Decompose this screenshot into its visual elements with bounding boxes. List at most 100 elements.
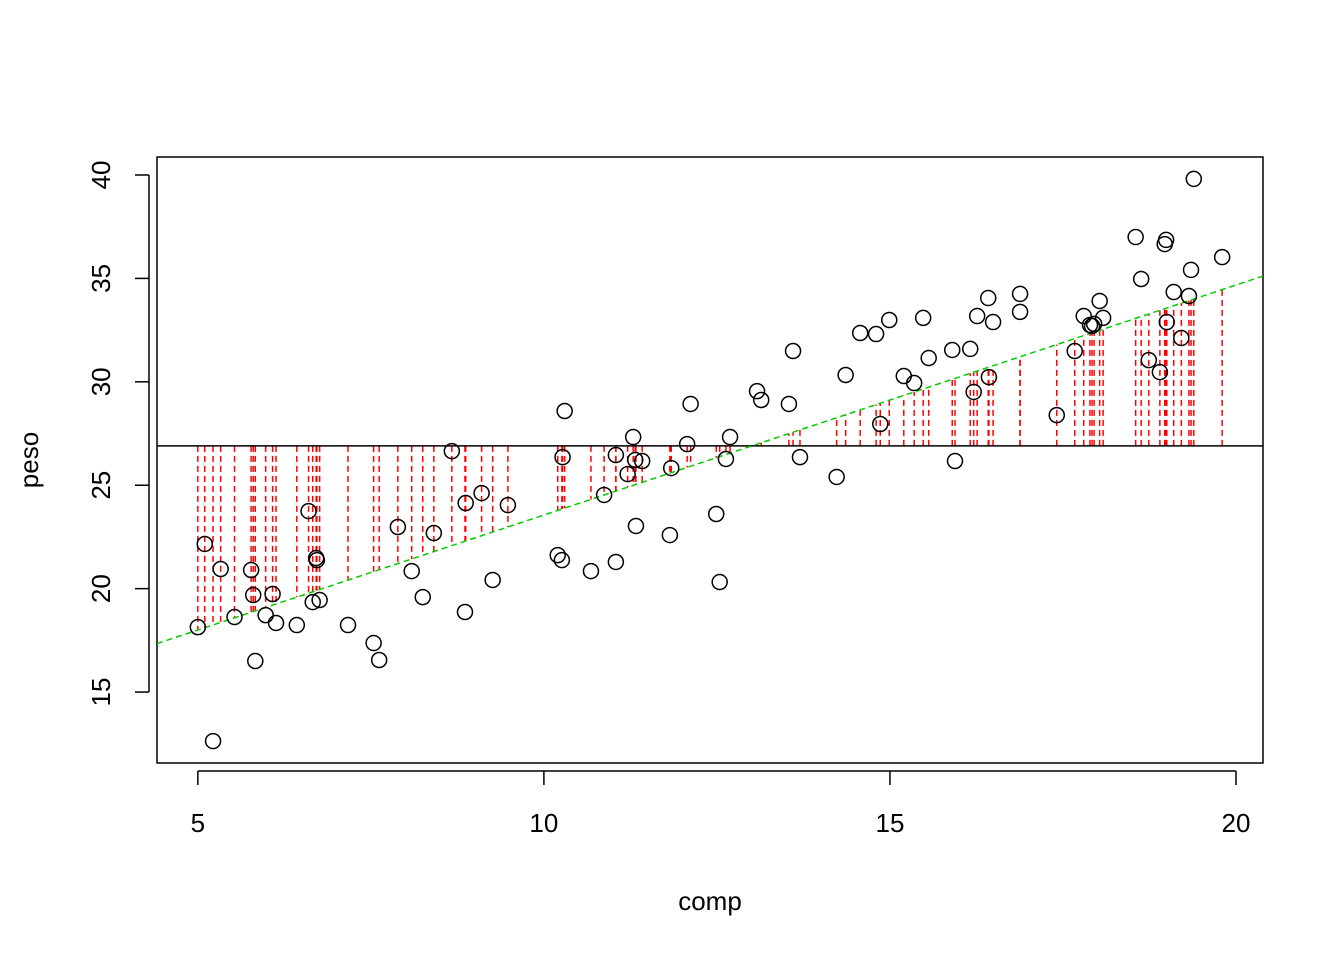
- point: [1075, 307, 1092, 325]
- point: [499, 496, 517, 514]
- x-axis-title: comp: [678, 886, 742, 916]
- point: [582, 562, 600, 580]
- y-tick-label: 15: [86, 678, 116, 707]
- point: [189, 618, 207, 636]
- point: [711, 573, 728, 591]
- point: [1213, 248, 1231, 266]
- point: [943, 341, 961, 359]
- point: [1127, 228, 1144, 246]
- point: [1157, 231, 1175, 249]
- point: [662, 459, 680, 477]
- point: [414, 588, 432, 606]
- point: [196, 535, 214, 553]
- point: [288, 616, 306, 634]
- point: [980, 368, 998, 386]
- point: [627, 451, 644, 469]
- point: [473, 484, 490, 502]
- point: [443, 442, 461, 460]
- point: [748, 382, 766, 400]
- y-tick-label: 40: [86, 161, 116, 190]
- point: [780, 395, 798, 413]
- point: [1011, 285, 1029, 303]
- point: [204, 732, 222, 750]
- point: [851, 324, 869, 342]
- y-tick-label: 35: [86, 264, 116, 293]
- point: [300, 502, 317, 520]
- y-tick-label: 25: [86, 471, 116, 500]
- point: [1182, 261, 1200, 279]
- point: [867, 325, 885, 343]
- point: [425, 524, 443, 542]
- point: [1185, 170, 1203, 188]
- point: [1085, 315, 1103, 333]
- point: [920, 349, 937, 367]
- point: [619, 465, 636, 483]
- regression-line: [157, 275, 1263, 645]
- point: [457, 494, 474, 512]
- point: [311, 591, 328, 609]
- point: [304, 593, 321, 611]
- point: [339, 616, 357, 634]
- point: [895, 367, 913, 385]
- y-tick-label: 20: [86, 574, 116, 603]
- point: [828, 468, 845, 486]
- point: [247, 652, 264, 670]
- point: [212, 560, 229, 578]
- point: [549, 546, 566, 564]
- point: [961, 340, 979, 358]
- point: [1094, 309, 1112, 327]
- point: [946, 452, 964, 470]
- point: [308, 551, 326, 569]
- point: [752, 391, 770, 409]
- point: [1180, 287, 1198, 305]
- point: [791, 448, 809, 466]
- point: [979, 289, 997, 307]
- point: [1066, 342, 1083, 360]
- point: [556, 402, 573, 420]
- point: [226, 608, 243, 626]
- point: [965, 383, 982, 401]
- point: [784, 342, 802, 360]
- point: [595, 486, 613, 504]
- point: [1091, 292, 1108, 310]
- point: [968, 307, 986, 325]
- x-tick-label: 15: [875, 808, 904, 838]
- point: [1165, 283, 1182, 301]
- point: [984, 313, 1002, 331]
- x-tick-label: 10: [529, 808, 558, 838]
- point: [633, 452, 651, 470]
- point: [905, 374, 923, 392]
- point: [707, 505, 725, 523]
- point: [1011, 303, 1029, 321]
- point: [1083, 317, 1101, 335]
- plot-box: [156, 156, 1264, 764]
- point: [365, 634, 382, 652]
- point: [554, 448, 571, 466]
- point: [389, 518, 407, 536]
- point: [721, 428, 739, 446]
- point: [837, 366, 854, 384]
- x-tick-label: 5: [191, 808, 205, 838]
- point: [484, 571, 501, 589]
- point: [264, 585, 281, 603]
- point: [456, 603, 474, 621]
- point: [553, 551, 571, 569]
- point: [717, 450, 735, 468]
- point: [607, 553, 625, 571]
- point: [627, 517, 645, 535]
- point: [1158, 313, 1176, 331]
- point: [242, 561, 260, 579]
- point: [607, 446, 625, 464]
- point: [914, 309, 932, 327]
- point: [370, 651, 388, 669]
- point: [267, 614, 285, 632]
- y-axis-title: peso: [14, 432, 44, 488]
- point: [244, 586, 262, 604]
- point: [1173, 329, 1190, 347]
- point: [682, 395, 699, 413]
- point: [678, 435, 696, 453]
- point: [403, 562, 420, 580]
- point: [872, 415, 889, 433]
- point: [1048, 406, 1065, 424]
